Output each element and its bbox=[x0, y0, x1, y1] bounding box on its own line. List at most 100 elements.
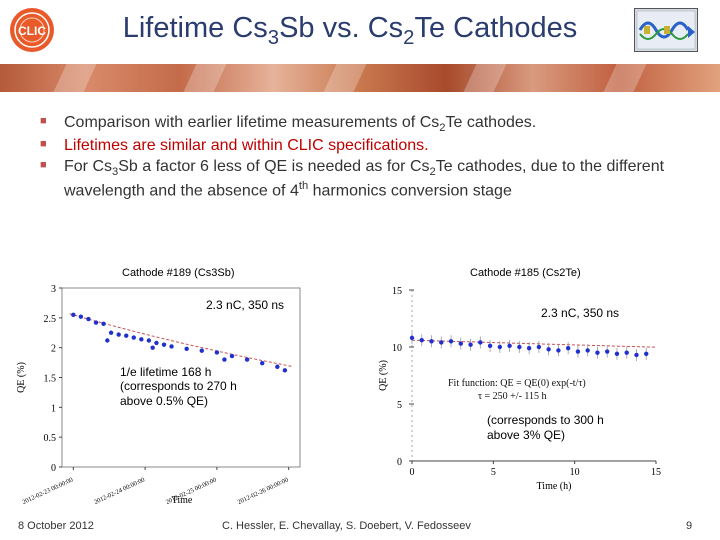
title-part: Te Cathodes bbox=[414, 12, 578, 44]
annotation-line: above 3% QE) bbox=[487, 428, 566, 442]
data-point bbox=[556, 348, 561, 353]
y-tick-label: 5 bbox=[397, 400, 402, 411]
fit-line-text: Fit function: QE = QE(0) exp(-t/τ) bbox=[448, 378, 586, 389]
x-tick-label: 0 bbox=[410, 467, 415, 478]
x-tick-label: 10 bbox=[570, 467, 580, 478]
bullet-text: harmonics conversion stage bbox=[308, 182, 512, 200]
fit-line-text: τ = 250 +/- 115 h bbox=[478, 390, 547, 402]
right-chart-fit-function: Fit function: QE = QE(0) exp(-t/τ) τ = 2… bbox=[448, 378, 668, 403]
data-point bbox=[146, 338, 152, 343]
data-point bbox=[71, 312, 76, 318]
right-chart: 0 5 10 15 0 5 10 15 QE (%) Time (h) bbox=[378, 286, 661, 492]
x-tick-label: 5 bbox=[491, 467, 496, 478]
y-tick-label: 15 bbox=[392, 286, 402, 297]
data-point bbox=[565, 345, 571, 351]
left-chart-annotation-lifetime: 1/e lifetime 168 h (corresponds to 270 h… bbox=[120, 365, 290, 408]
header-banner-image bbox=[0, 64, 720, 92]
data-point bbox=[244, 357, 250, 362]
bullet-text: Te cathodes. bbox=[445, 114, 537, 131]
bullet-item: ■ Lifetimes are similar and within CLIC … bbox=[40, 136, 700, 157]
data-point bbox=[222, 357, 227, 362]
x-axis-label: Time (h) bbox=[537, 481, 572, 492]
y-tick-label: 2 bbox=[51, 344, 56, 355]
y-tick-label: 2.5 bbox=[44, 314, 57, 325]
x-tick-label: 2012-02-26 00:00:00 bbox=[237, 476, 290, 506]
bullet-sup: th bbox=[298, 180, 309, 193]
data-point bbox=[624, 350, 629, 355]
logo-text: CLIC bbox=[18, 24, 46, 38]
right-chart-annotation-lifetime: (corresponds to 300 h above 3% QE) bbox=[487, 413, 657, 443]
y-tick-label: 0.5 bbox=[44, 433, 57, 444]
annotation-line: (corresponds to 270 h bbox=[120, 379, 237, 394]
bullet-sub: 2 bbox=[439, 122, 446, 135]
data-point bbox=[448, 339, 454, 344]
bullet-list: ■ Comparison with earlier lifetime measu… bbox=[40, 113, 700, 202]
data-point bbox=[478, 340, 483, 345]
data-point bbox=[93, 320, 99, 325]
data-point bbox=[116, 332, 121, 337]
data-point bbox=[419, 337, 424, 343]
data-point bbox=[585, 348, 590, 353]
data-point bbox=[536, 344, 542, 350]
bullet-square-icon: ■ bbox=[40, 137, 47, 150]
data-point bbox=[199, 348, 204, 353]
data-point bbox=[634, 352, 639, 358]
left-chart-annotation-rate: 2.3 nC, 350 ns bbox=[206, 298, 285, 312]
data-point bbox=[139, 337, 144, 342]
bullet-text: For Cs bbox=[64, 157, 112, 175]
data-point bbox=[487, 343, 493, 349]
x-axis-label: Time bbox=[172, 495, 193, 506]
data-point bbox=[105, 338, 110, 343]
bullet-text: Sb a factor 6 less of QE is needed as fo… bbox=[118, 157, 430, 175]
slide-title: Lifetime Cs3Sb vs. Cs2Te Cathodes bbox=[90, 12, 610, 50]
data-point bbox=[150, 345, 155, 350]
y-tick-label: 0 bbox=[51, 463, 56, 474]
y-tick-label: 1 bbox=[51, 403, 56, 414]
bullet-sub: 3 bbox=[112, 165, 119, 178]
data-point bbox=[184, 346, 189, 352]
data-point bbox=[86, 316, 91, 322]
y-tick-label: 0 bbox=[397, 457, 402, 468]
x-tick-label: 15 bbox=[651, 467, 661, 478]
fit-curve bbox=[69, 313, 293, 367]
data-point bbox=[275, 364, 280, 369]
data-point bbox=[131, 335, 136, 340]
bullet-square-icon: ■ bbox=[40, 115, 47, 127]
data-point bbox=[260, 360, 265, 366]
data-point bbox=[282, 368, 288, 373]
annotation-line: 1/e lifetime 168 h bbox=[120, 365, 212, 379]
data-point bbox=[526, 345, 532, 351]
clic-logo: CLIC bbox=[8, 6, 56, 54]
y-axis-label: QE (%) bbox=[378, 360, 389, 391]
data-point bbox=[78, 314, 84, 319]
data-point bbox=[644, 351, 649, 357]
annotation-line: above 0.5% QE) bbox=[120, 393, 209, 408]
data-point bbox=[614, 351, 620, 357]
data-point bbox=[214, 350, 220, 355]
left-chart: 0 0.5 1 1.5 2 2.5 3 QE (%) 2012-02-23 00:00:00 20… bbox=[16, 284, 301, 506]
data-point bbox=[169, 344, 174, 349]
data-point bbox=[108, 330, 114, 335]
x-tick-label: 2012-02-23 00:00:00 bbox=[21, 476, 74, 506]
accelerator-logo-icon bbox=[634, 8, 698, 52]
footer-date: 8 October 2012 bbox=[18, 520, 94, 532]
y-tick-label: 10 bbox=[392, 343, 402, 354]
data-point bbox=[458, 341, 463, 346]
footer-authors: C. Hessler, E. Chevallay, S. Doebert, V.… bbox=[222, 520, 471, 532]
data-point bbox=[468, 342, 473, 347]
data-point bbox=[429, 339, 434, 344]
y-tick-label: 3 bbox=[51, 284, 56, 295]
annotation-line: (corresponds to 300 h bbox=[487, 413, 604, 427]
fit-curve bbox=[411, 339, 657, 348]
bullet-item: ■ Comparison with earlier lifetime measu… bbox=[40, 113, 700, 136]
data-point bbox=[439, 340, 444, 345]
left-chart-title: Cathode #189 (Cs3Sb) bbox=[122, 267, 235, 279]
clic-logo-icon: CLIC bbox=[10, 8, 54, 52]
data-point bbox=[124, 333, 129, 338]
data-point bbox=[605, 349, 610, 354]
bullet-text: Lifetimes are similar and within CLIC sp… bbox=[64, 136, 429, 154]
right-chart-annotation-rate: 2.3 nC, 350 ns bbox=[541, 306, 620, 320]
bullet-text: Comparison with earlier lifetime measure… bbox=[64, 114, 440, 131]
x-tick-label: 2012-02-24 00:00:00 bbox=[93, 476, 146, 506]
right-chart-title: Cathode #185 (Cs2Te) bbox=[470, 267, 581, 279]
